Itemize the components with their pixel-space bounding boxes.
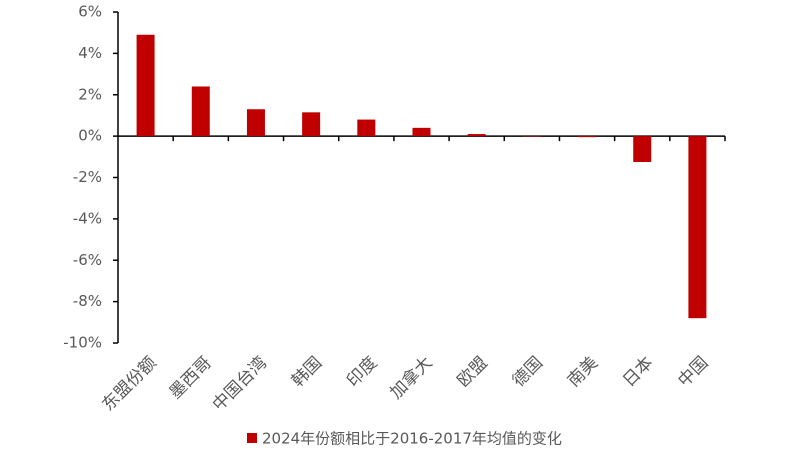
x-tick-label: 墨西哥: [166, 353, 216, 403]
x-tick-label: 南美: [564, 353, 602, 391]
bar: [688, 136, 707, 319]
legend-swatch: [247, 433, 257, 443]
bar: [136, 34, 155, 137]
bar: [633, 136, 652, 162]
x-tick-label: 中国台湾: [209, 353, 271, 415]
x-tick-label: 中国: [674, 353, 712, 391]
legend-label: 2024年份额相比于2016-2017年均值的变化: [262, 430, 562, 448]
y-tick-label: -10%: [63, 334, 102, 352]
x-tick-label: 欧盟: [454, 353, 492, 391]
y-tick-label: 2%: [78, 85, 102, 103]
bar: [191, 86, 210, 137]
y-tick-label: -4%: [73, 209, 102, 227]
y-tick-label: 0%: [78, 127, 102, 145]
y-tick-label: 6%: [78, 3, 102, 21]
bar: [302, 112, 321, 137]
y-tick-label: 4%: [78, 44, 102, 62]
bar: [467, 134, 486, 137]
bar: [412, 127, 431, 137]
y-tick-label: -6%: [73, 251, 102, 269]
x-tick-label: 德国: [509, 353, 547, 391]
x-tick-label: 东盟份额: [98, 353, 160, 415]
bar: [246, 109, 265, 137]
y-tick-label: -2%: [73, 168, 102, 186]
x-tick-label: 加拿大: [386, 352, 437, 403]
bar: [522, 136, 541, 137]
bar: [357, 119, 376, 137]
y-tick-label: -8%: [73, 292, 102, 310]
x-tick-label: 印度: [343, 353, 381, 391]
x-tick-label: 韩国: [288, 353, 326, 391]
x-tick-label: 日本: [619, 353, 657, 391]
bar: [578, 136, 597, 138]
